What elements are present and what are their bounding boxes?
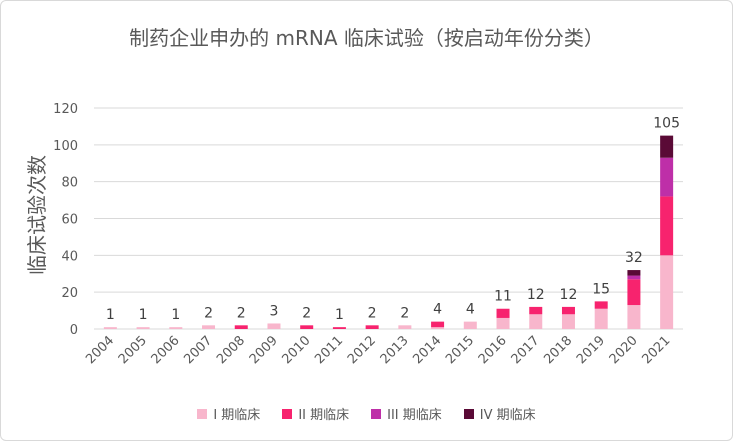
bar-segment bbox=[594, 301, 608, 309]
bar-segment bbox=[660, 157, 674, 197]
x-tick-label: 2007 bbox=[181, 333, 215, 367]
legend-item: I 期临床 bbox=[197, 404, 260, 423]
legend-item: IV 期临床 bbox=[463, 404, 536, 423]
chart-title: 制药企业申办的 mRNA 临床试验（按启动年份分类） bbox=[129, 26, 604, 50]
x-tick-label: 2015 bbox=[443, 333, 477, 367]
data-label: 1 bbox=[106, 307, 115, 323]
bar-segment bbox=[103, 327, 117, 329]
bar-segment bbox=[398, 325, 412, 329]
legend-swatch bbox=[463, 408, 474, 419]
y-tick-label: 120 bbox=[53, 102, 78, 117]
legend-label: IV 期临床 bbox=[479, 408, 536, 423]
data-label: 4 bbox=[433, 302, 442, 318]
y-tick-label: 40 bbox=[61, 249, 78, 264]
x-tick-label: 2019 bbox=[574, 333, 608, 367]
bar-segment bbox=[660, 255, 674, 329]
bar-segment bbox=[627, 279, 641, 306]
bar-segment bbox=[431, 321, 445, 328]
bar-segment bbox=[463, 321, 477, 329]
legend-swatch bbox=[282, 408, 293, 419]
bar-segment bbox=[529, 314, 543, 329]
legend-item: II 期临床 bbox=[282, 404, 349, 423]
x-tick-label: 2005 bbox=[116, 333, 150, 367]
data-label: 1 bbox=[335, 307, 344, 323]
x-tick-label: 2011 bbox=[312, 333, 346, 367]
x-tick-label: 2018 bbox=[541, 333, 575, 367]
data-label: 2 bbox=[400, 305, 409, 321]
x-tick-label: 2020 bbox=[607, 333, 641, 367]
y-tick-label: 100 bbox=[53, 139, 78, 154]
data-label: 1 bbox=[171, 307, 180, 323]
x-tick-label: 2012 bbox=[345, 333, 379, 367]
y-tick-label: 60 bbox=[61, 213, 78, 228]
data-label: 2 bbox=[368, 305, 377, 321]
chart-legend: I 期临床 II 期临床 III 期临床 IV 期临床 bbox=[0, 404, 733, 423]
data-label: 12 bbox=[527, 287, 545, 303]
bar-segment bbox=[365, 325, 379, 329]
bar-segment bbox=[660, 135, 674, 158]
legend-swatch bbox=[371, 408, 382, 419]
y-tick-label: 20 bbox=[61, 286, 78, 301]
bar-segment bbox=[496, 308, 510, 318]
x-tick-label: 2009 bbox=[247, 333, 281, 367]
bar-segment bbox=[136, 327, 150, 329]
bar-segment bbox=[202, 325, 216, 329]
legend-swatch bbox=[197, 408, 208, 419]
data-label: 11 bbox=[494, 289, 512, 305]
legend-label: III 期临床 bbox=[387, 408, 442, 423]
data-label: 2 bbox=[204, 305, 213, 321]
data-label: 105 bbox=[653, 116, 680, 132]
bar-segment bbox=[332, 327, 346, 329]
data-label: 3 bbox=[270, 303, 279, 319]
x-tick-label: 2016 bbox=[476, 333, 510, 367]
bar-segment bbox=[627, 275, 641, 280]
x-tick-label: 2010 bbox=[280, 333, 314, 367]
data-label: 4 bbox=[466, 302, 475, 318]
bar-segment bbox=[529, 306, 543, 315]
data-label: 2 bbox=[237, 305, 246, 321]
x-tick-label: 2017 bbox=[509, 333, 543, 367]
bar-segment bbox=[627, 270, 641, 276]
bar-segment bbox=[267, 323, 281, 329]
bar-segment bbox=[300, 325, 314, 329]
legend-item: III 期临床 bbox=[371, 404, 442, 423]
bar-segment bbox=[169, 327, 183, 329]
data-label: 15 bbox=[592, 281, 610, 297]
data-label: 32 bbox=[625, 250, 643, 266]
x-tick-label: 2008 bbox=[214, 333, 248, 367]
y-tick-label: 80 bbox=[61, 176, 78, 191]
x-tick-label: 2021 bbox=[639, 333, 673, 367]
bar-segment bbox=[431, 327, 445, 329]
legend-label: II 期临床 bbox=[298, 408, 350, 423]
bar-segment bbox=[627, 305, 641, 329]
bar-segment bbox=[234, 325, 248, 329]
legend-label: I 期临床 bbox=[213, 408, 261, 423]
y-tick-label: 0 bbox=[70, 323, 78, 338]
x-tick-label: 2004 bbox=[83, 333, 117, 367]
data-label: 12 bbox=[560, 287, 578, 303]
bar-segment bbox=[561, 306, 575, 315]
data-label: 1 bbox=[139, 307, 148, 323]
bar-segment bbox=[594, 308, 608, 329]
x-tick-label: 2013 bbox=[378, 333, 412, 367]
bar-segment bbox=[561, 314, 575, 329]
bar-segment bbox=[660, 196, 674, 256]
x-tick-label: 2014 bbox=[410, 333, 444, 367]
bar-segment bbox=[496, 317, 510, 329]
x-tick-label: 2006 bbox=[149, 333, 183, 367]
data-label: 2 bbox=[302, 305, 311, 321]
